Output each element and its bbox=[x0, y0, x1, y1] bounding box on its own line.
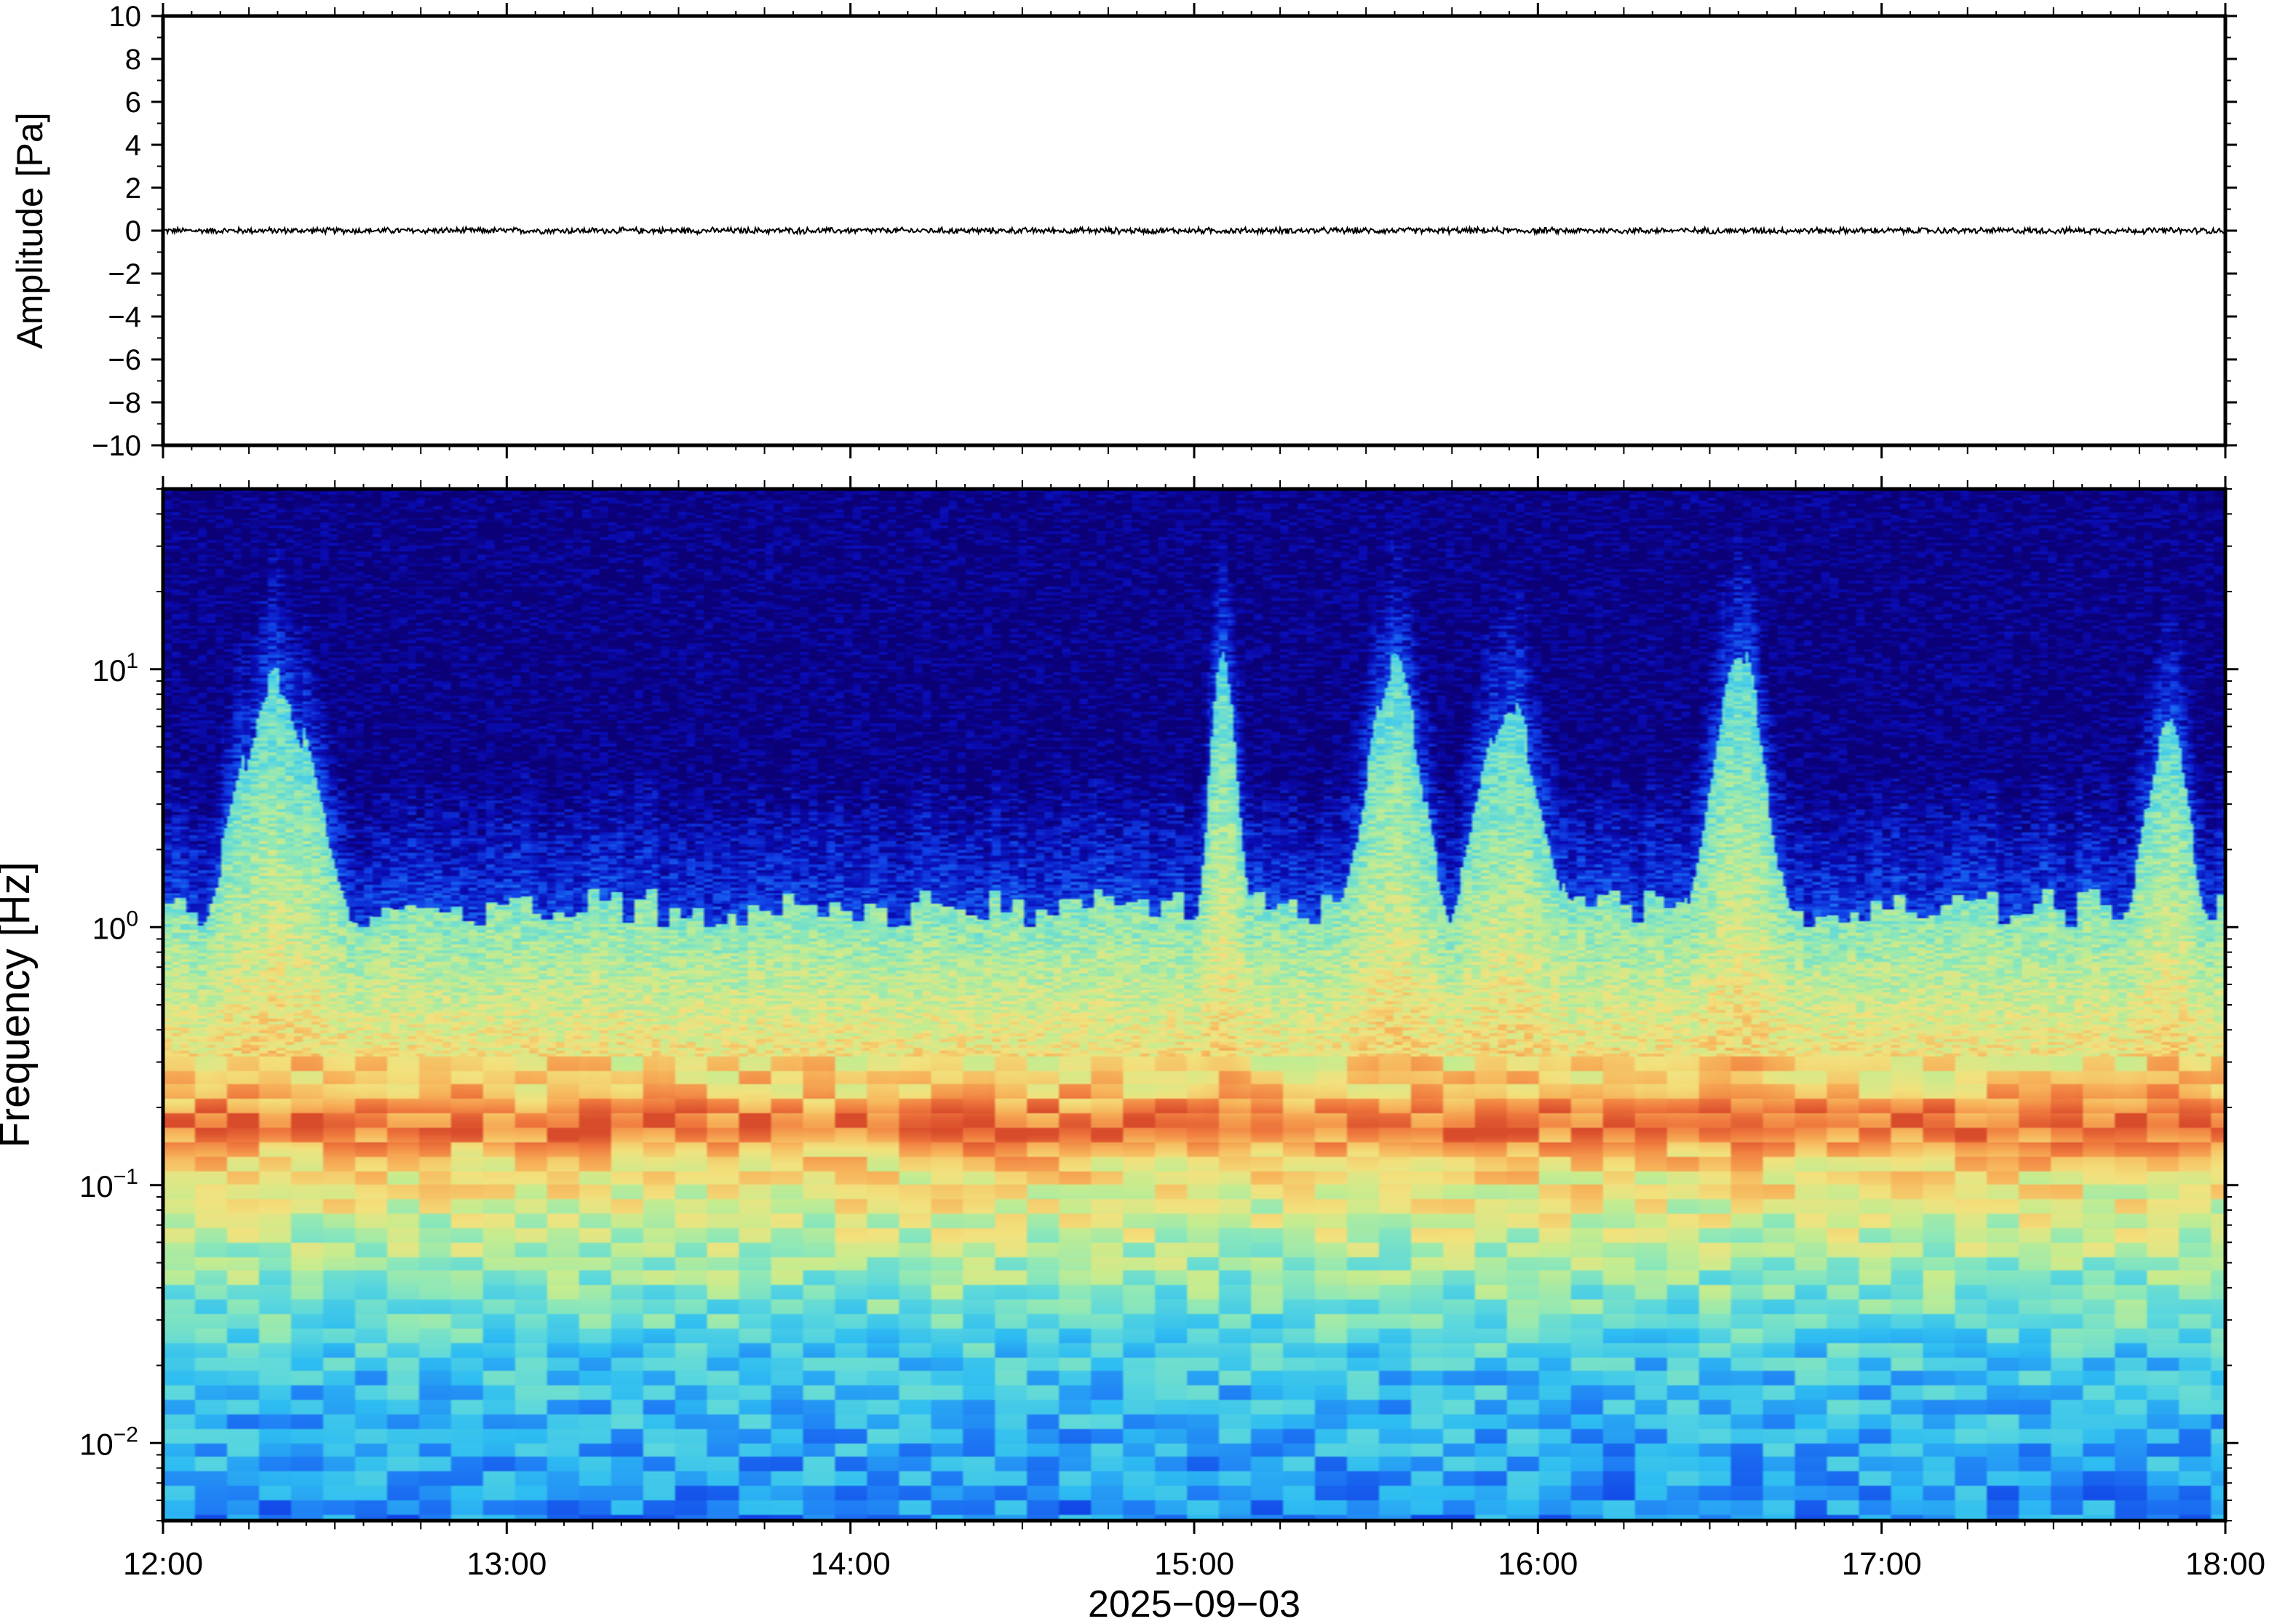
spectrogram-y-axis: 101 100 10−1 10−2 bbox=[79, 488, 2238, 1521]
waveform-y-axis: 10 8 6 4 2 0 −2 −4 −6 −8 −10 bbox=[92, 1, 2237, 462]
x-tick-label: 13:00 bbox=[466, 1546, 547, 1582]
waveform-y-tick-label: −10 bbox=[92, 430, 141, 462]
waveform-panel: 10 8 6 4 2 0 −2 −4 −6 −8 −10 Amplitude [Pa] bbox=[9, 1, 2237, 462]
spectrogram-y-tick-label: 10−1 bbox=[79, 1165, 138, 1203]
spectrogram-y-tick-label: 100 bbox=[92, 907, 138, 945]
waveform-y-tick-label: 10 bbox=[109, 1, 142, 33]
waveform-y-tick-label: −4 bbox=[108, 301, 141, 333]
spectrogram-heatmap bbox=[163, 489, 2225, 1521]
waveform-y-tick-label: −6 bbox=[108, 344, 141, 376]
x-tick-label: 17:00 bbox=[1842, 1546, 1922, 1582]
spectrogram-panel: 101 100 10−1 10−2 12:00 13:00 14:00 15:00 16:00… bbox=[0, 476, 2265, 1624]
waveform-y-tick-label: −8 bbox=[108, 387, 141, 419]
waveform-y-tick-label: 4 bbox=[125, 130, 141, 162]
waveform-y-tick-label: 8 bbox=[125, 44, 141, 76]
waveform-y-label: Amplitude [Pa] bbox=[9, 112, 50, 349]
spectrogram-y-label: Frequency [Hz] bbox=[0, 861, 39, 1147]
x-tick-label: 12:00 bbox=[123, 1546, 203, 1582]
waveform-y-tick-label: 2 bbox=[125, 172, 141, 204]
spectrogram-frame bbox=[161, 487, 2228, 1523]
x-axis-date-label: 2025−09−03 bbox=[1088, 1583, 1300, 1624]
waveform-y-tick-label: 6 bbox=[125, 87, 141, 119]
x-tick-label: 15:00 bbox=[1154, 1546, 1234, 1582]
spectrogram-y-tick-label: 10−2 bbox=[79, 1422, 138, 1461]
x-tick-label: 18:00 bbox=[2185, 1546, 2265, 1582]
waveform-trace bbox=[164, 224, 2225, 236]
waveform-frame bbox=[161, 14, 2228, 447]
x-tick-label: 14:00 bbox=[811, 1546, 891, 1582]
waveform-y-tick-label: 0 bbox=[125, 215, 141, 247]
spectrogram-y-tick-label: 101 bbox=[92, 649, 138, 688]
x-tick-label: 16:00 bbox=[1498, 1546, 1578, 1582]
waveform-y-tick-label: −2 bbox=[108, 258, 141, 290]
